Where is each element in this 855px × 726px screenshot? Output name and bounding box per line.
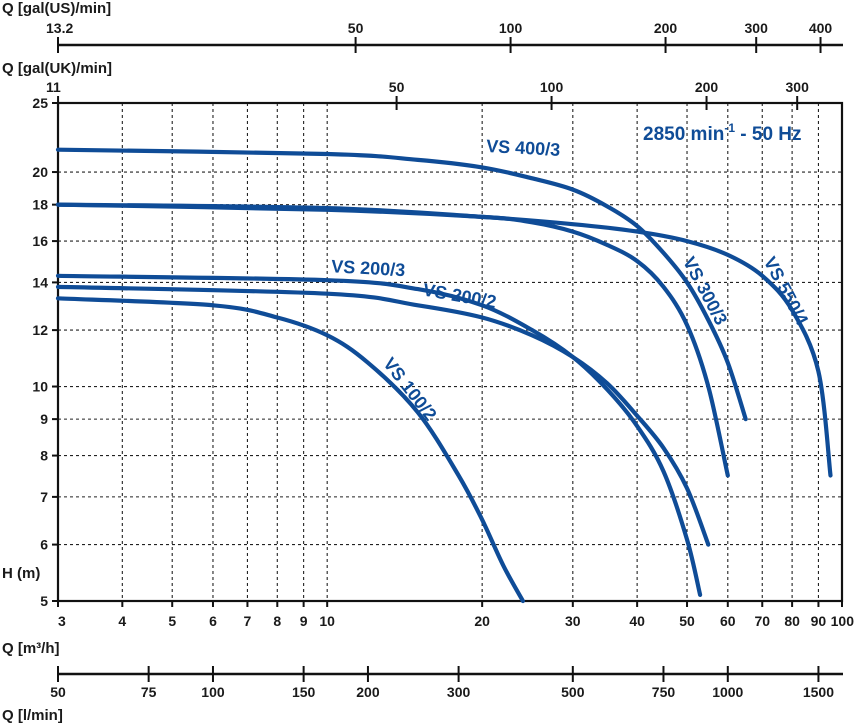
x-tick-label: 4 — [118, 613, 126, 629]
secondary-tick-label: 50 — [348, 20, 364, 36]
y-tick-label: 25 — [32, 95, 48, 111]
lmin-axis: 50 75 100 150 200 300 500 750 1000 1500 Q [l/min] — [2, 666, 843, 724]
x-tick-label: 20 — [474, 613, 490, 629]
secondary-tick-label: 300 — [745, 20, 769, 36]
secondary-tick-label: 50 — [50, 684, 66, 700]
x-tick-label: 60 — [720, 613, 736, 629]
secondary-tick-label: 200 — [356, 684, 380, 700]
usgal-axis: Q [gal(US)/min] 13.2 50 100 200 300 400 — [2, 0, 843, 53]
x-tick-label: 7 — [244, 613, 252, 629]
series-curve — [55, 202, 833, 478]
series-curves — [55, 147, 833, 604]
x-tick-label: 70 — [754, 613, 770, 629]
series-curve — [55, 296, 525, 604]
plot-area: 5 6 7 8 9 10 12 14 16 18 20 25 3 4 5 6 7 8 9 10 20 30 40 50 60 7… — [32, 95, 854, 629]
secondary-tick-label: 75 — [141, 684, 157, 700]
secondary-tick-label: 300 — [447, 684, 471, 700]
plot-frame — [56, 101, 844, 603]
x-tick-label: 10 — [319, 613, 335, 629]
secondary-tick-label: 11 — [46, 79, 61, 95]
secondary-tick-label: 750 — [652, 684, 676, 700]
ukgal-axis: Q [gal(UK)/min] 11 50 100 200 300 — [2, 60, 809, 110]
y-tick-label: 12 — [32, 322, 48, 338]
x-tick-label: 9 — [300, 613, 308, 629]
usgal-axis-label: Q [gal(US)/min] — [2, 0, 111, 17]
secondary-tick-label: 100 — [540, 79, 564, 95]
lmin-axis-label: Q [l/min] — [2, 707, 63, 724]
y-tick-label: 6 — [40, 537, 48, 553]
y-tick-label: 10 — [32, 379, 48, 395]
secondary-tick-label: 500 — [561, 684, 585, 700]
secondary-tick-label: 100 — [499, 20, 523, 36]
series-curve — [55, 284, 711, 547]
y-axis-ticks: 5 6 7 8 9 10 12 14 16 18 20 25 — [32, 95, 58, 609]
y-tick-label: 9 — [40, 411, 48, 427]
x-tick-label: 40 — [629, 613, 645, 629]
series-label: VS 550/4 — [760, 254, 812, 329]
x-tick-label: 30 — [565, 613, 581, 629]
x-tick-label: 50 — [679, 613, 695, 629]
x-tick-label: 3 — [58, 613, 66, 629]
x-tick-label: 8 — [273, 613, 281, 629]
x-axis-label: Q [m³/h] — [2, 640, 60, 657]
series-label: VS 100/2 — [379, 354, 440, 425]
y-tick-label: 16 — [32, 233, 48, 249]
ukgal-axis-label: Q [gal(UK)/min] — [2, 60, 112, 77]
secondary-tick-label: 50 — [389, 79, 405, 95]
series-label: VS 200/3 — [331, 256, 406, 280]
secondary-tick-label: 200 — [654, 20, 678, 36]
secondary-tick-label: 13.2 — [46, 20, 73, 36]
secondary-tick-label: 100 — [201, 684, 225, 700]
secondary-tick-label: 400 — [809, 20, 833, 36]
y-tick-label: 5 — [40, 593, 48, 609]
y-tick-label: 20 — [32, 164, 48, 180]
y-tick-label: 18 — [32, 197, 48, 213]
y-tick-label: 14 — [32, 274, 48, 290]
series-label: VS 400/3 — [486, 136, 561, 160]
secondary-tick-label: 300 — [786, 79, 810, 95]
x-tick-label: 80 — [784, 613, 800, 629]
series-curve — [55, 202, 730, 478]
y-tick-label: 8 — [40, 448, 48, 464]
series-curve — [55, 147, 748, 422]
x-tick-label: 5 — [168, 613, 176, 629]
y-tick-label: 7 — [40, 489, 48, 505]
x-axis-ticks: 3 4 5 6 7 8 9 10 20 30 40 50 60 70 80 90 100 — [57, 601, 855, 629]
series-labels: VS 400/3VS 550/4VS 300/3VS 200/3VS 200/2… — [331, 136, 812, 424]
x-tick-label: 90 — [811, 613, 827, 629]
x-tick-label: 100 — [831, 613, 855, 629]
secondary-tick-label: 1500 — [803, 684, 834, 700]
speed-annotation: 2850 min-1 - 50 Hz — [643, 121, 802, 145]
secondary-tick-label: 200 — [695, 79, 719, 95]
secondary-tick-label: 150 — [292, 684, 316, 700]
y-axis-label: H (m) — [2, 565, 40, 582]
x-tick-label: 6 — [209, 613, 217, 629]
secondary-tick-label: 1000 — [712, 684, 743, 700]
series-curve — [55, 273, 703, 597]
